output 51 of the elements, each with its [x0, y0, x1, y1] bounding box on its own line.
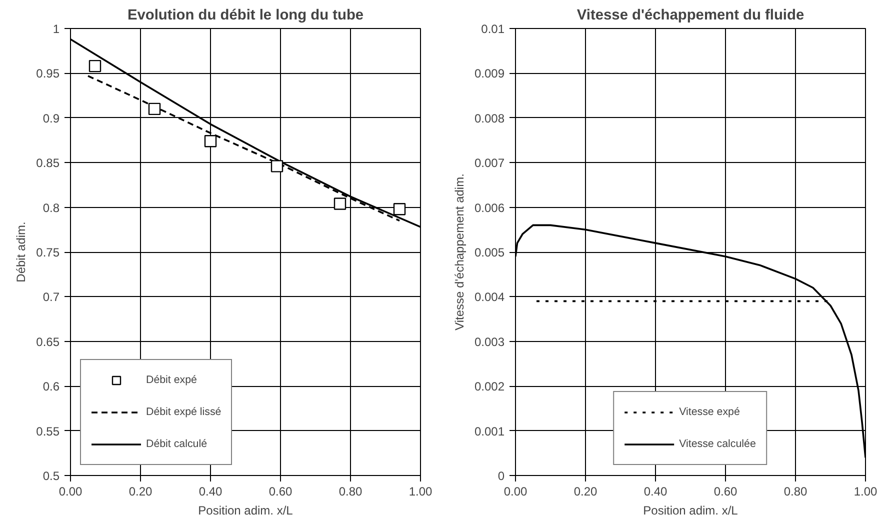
y-tick-label: 0.85 [36, 156, 60, 170]
x-tick-label: 1.00 [854, 484, 878, 498]
y-axis-title: Débit adim. [14, 222, 28, 282]
x-tick-label: 0.20 [128, 484, 153, 498]
point [334, 198, 346, 210]
chart-title: Vitesse d'échappement du fluide [576, 8, 804, 24]
point [393, 202, 406, 216]
x-tick-label: 0.80 [784, 484, 808, 498]
y-tick-label: 0.003 [474, 334, 505, 349]
y-tick-label: 0.002 [474, 380, 505, 394]
y-tick-label: 0.008 [474, 111, 505, 126]
y-tick-label: 0.65 [36, 334, 60, 349]
x-axis-title: Position adim. x/L [198, 504, 294, 518]
y-tick-label: 0.9 [42, 111, 60, 126]
y-tick-label: 0.01 [481, 22, 505, 36]
y-tick-label: 0.7 [42, 290, 60, 304]
legend-label: Débit calculé [146, 438, 208, 450]
y-tick-label: 0.75 [36, 246, 60, 260]
legend-label: Débit expé [146, 374, 197, 386]
y-tick-label: 0.006 [474, 200, 505, 215]
y-tick-label: 1 [52, 22, 60, 36]
x-tick-label: 0.80 [338, 484, 363, 498]
x-tick-label: 0.00 [58, 484, 83, 498]
point [204, 135, 217, 148]
legend-label: Débit expé lissé [146, 406, 222, 418]
y-tick-label: 0 [498, 469, 505, 483]
y-tick-label: 0.009 [474, 66, 505, 81]
point [88, 60, 102, 72]
x-tick-label: 0.60 [268, 484, 293, 498]
y-axis-title: Vitesse d'échappement adim. [452, 174, 466, 330]
y-tick-label: 0.95 [36, 66, 60, 81]
y-tick-label: 0.6 [42, 380, 60, 394]
y-tick-label: 0.001 [474, 424, 505, 438]
chart-title: Evolution du débit le long du tube [127, 8, 364, 24]
x-tick-label: 0.40 [644, 484, 668, 498]
y-tick-label: 0.007 [474, 156, 505, 170]
x-tick-label: 0.40 [198, 484, 223, 498]
y-tick-label: 0.8 [42, 200, 60, 215]
x-tick-label: 0.20 [574, 484, 598, 498]
x-tick-label: 0.60 [714, 484, 738, 498]
point [148, 102, 161, 116]
x-tick-label: 0.00 [504, 484, 528, 498]
legend-label: Vitesse expé [679, 406, 740, 418]
legend-label: Vitesse calculée [679, 438, 756, 450]
point [270, 160, 284, 172]
x-axis-title: Position adim. x/L [643, 504, 738, 518]
x-tick-label: 1.00 [408, 484, 433, 498]
y-tick-label: 0.005 [474, 246, 505, 260]
y-tick-label: 0.5 [42, 469, 60, 483]
y-tick-label: 0.004 [474, 290, 505, 304]
y-tick-label: 0.55 [36, 424, 60, 438]
